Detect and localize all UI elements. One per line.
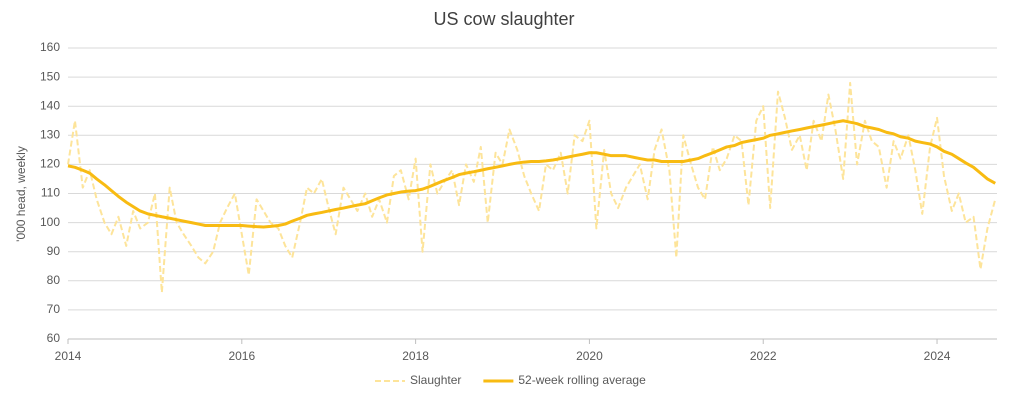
y-tick-label: 100	[40, 215, 60, 229]
x-tick-label: 2020	[576, 349, 603, 363]
x-tick-label: 2016	[228, 349, 255, 363]
x-tick-label: 2024	[924, 349, 951, 363]
y-tick-label: 150	[40, 69, 60, 83]
y-tick-label: 70	[47, 302, 61, 316]
y-tick-label: 90	[47, 244, 61, 258]
y-tick-label: 60	[47, 331, 61, 345]
series-line	[67, 81, 997, 294]
y-tick-label: 80	[47, 273, 61, 287]
x-tick-label: 2022	[750, 349, 777, 363]
y-tick-label: 130	[40, 127, 60, 141]
x-tick-label: 2018	[402, 349, 429, 363]
y-tick-label: 120	[40, 157, 60, 171]
x-tick-label: 2014	[55, 349, 82, 363]
series-line	[67, 119, 996, 229]
y-tick-label: 110	[41, 186, 60, 200]
chart-title: US cow slaughter	[433, 9, 574, 29]
legend-label: Slaughter	[410, 373, 461, 387]
legend-label: 52-week rolling average	[518, 373, 646, 387]
y-axis-label: '000 head, weekly	[14, 146, 28, 242]
y-tick-label: 140	[40, 98, 60, 112]
y-tick-label: 160	[40, 40, 60, 54]
